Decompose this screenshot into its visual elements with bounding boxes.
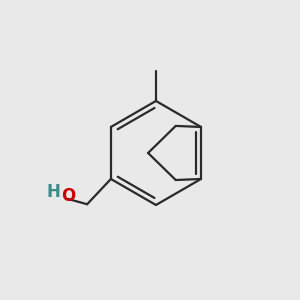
Text: H: H bbox=[46, 183, 60, 201]
Text: O: O bbox=[61, 187, 75, 205]
